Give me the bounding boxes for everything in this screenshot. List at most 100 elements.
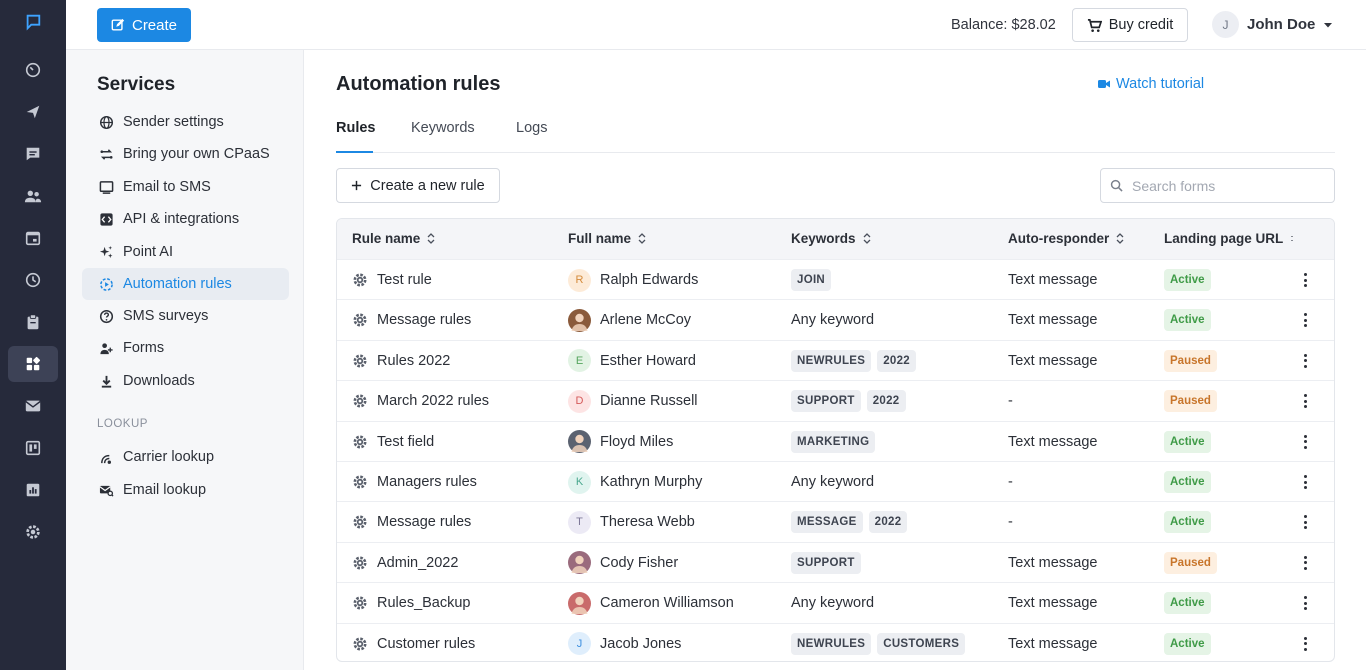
- column-auto-responder[interactable]: Auto-responder: [1008, 231, 1124, 246]
- keyword-tag: MESSAGE: [791, 511, 863, 534]
- services-icon[interactable]: [8, 346, 58, 382]
- sidebar-item-byo-cpaas[interactable]: Bring your own CPaaS: [82, 138, 289, 170]
- tab-logs[interactable]: Logs: [516, 120, 547, 136]
- more-options-icon[interactable]: [1299, 311, 1311, 329]
- auto-responder-cell: Text message: [1008, 583, 1097, 623]
- sidebar-item-forms[interactable]: Forms: [82, 332, 289, 364]
- sidebar-item-api-integrations[interactable]: API & integrations: [82, 203, 289, 235]
- more-options-icon[interactable]: [1299, 473, 1311, 491]
- more-options-icon[interactable]: [1299, 513, 1311, 531]
- sidebar-item-email-lookup[interactable]: Email lookup: [82, 474, 289, 506]
- status-badge: Active: [1164, 471, 1211, 493]
- globe-icon: [99, 115, 114, 129]
- table-row[interactable]: Customer rules J Jacob Jones NEWRULES CUSTOM…: [337, 622, 1334, 661]
- user-menu[interactable]: J John Doe: [1212, 11, 1333, 38]
- calendar-icon[interactable]: [8, 220, 58, 256]
- download-icon: [101, 375, 112, 388]
- status-badge: Paused: [1164, 551, 1217, 574]
- sidebar-item-point-ai[interactable]: Point AI: [82, 236, 289, 268]
- dashboard-icon[interactable]: [8, 52, 58, 88]
- table-row[interactable]: Message rules T Theresa Webb MESSAGE 2022 - Ac…: [337, 501, 1334, 541]
- table-row[interactable]: Message rules Arlene McCoy Any keyword Text…: [337, 299, 1334, 339]
- column-keywords[interactable]: Keywords: [791, 231, 871, 246]
- full-name-cell: J Jacob Jones: [568, 624, 681, 661]
- gear-icon: [353, 515, 367, 529]
- auto-responder-cell: -: [1008, 462, 1013, 502]
- more-options-icon[interactable]: [1299, 271, 1311, 289]
- user-name: John Doe: [1247, 16, 1316, 33]
- rule-name: Message rules: [377, 312, 472, 329]
- table-row[interactable]: Rules_Backup Cameron Williamson Any keywor…: [337, 582, 1334, 622]
- column-rule-name[interactable]: Rule name: [352, 231, 435, 246]
- auto-responder-cell: Text message: [1008, 624, 1097, 661]
- table-row[interactable]: Admin_2022 Cody Fisher SUPPORT Text message…: [337, 541, 1334, 583]
- auto-responder-cell: Text message: [1008, 341, 1097, 381]
- watch-tutorial-link[interactable]: Watch tutorial: [1098, 76, 1204, 92]
- rules-table: Rule name Full name Keywords Auto-respon…: [336, 218, 1335, 662]
- status-cell: Active: [1164, 462, 1211, 502]
- more-options-icon[interactable]: [1299, 554, 1311, 572]
- board-icon[interactable]: [8, 430, 58, 466]
- rule-name: Admin_2022: [377, 554, 459, 571]
- tab-label: Rules: [336, 120, 376, 136]
- table-row[interactable]: Test rule R Ralph Edwards JOIN Text message A…: [337, 259, 1334, 299]
- create-button[interactable]: Create: [97, 8, 191, 42]
- top-bar: Create Balance: $28.02 Buy credit J John…: [66, 0, 1366, 50]
- auto-responder-cell: Text message: [1008, 543, 1097, 583]
- sidebar-item-sender-settings[interactable]: Sender settings: [82, 106, 289, 138]
- table-row[interactable]: Test field Floyd Miles MARKETING Text messa…: [337, 420, 1334, 461]
- avatar-initial: T: [576, 516, 583, 529]
- rule-name-cell: Managers rules: [352, 462, 477, 502]
- more-options-icon[interactable]: [1299, 635, 1311, 653]
- column-full-name[interactable]: Full name: [568, 231, 646, 246]
- keyword-tag: CUSTOMERS: [877, 632, 966, 655]
- full-name: Arlene McCoy: [600, 312, 692, 329]
- video-icon: [1098, 80, 1110, 88]
- chat-logo-icon[interactable]: [8, 4, 58, 40]
- history-icon[interactable]: [8, 262, 58, 298]
- sidebar-item-downloads[interactable]: Downloads: [82, 365, 289, 397]
- settings-icon[interactable]: [8, 514, 58, 550]
- question-icon: [99, 309, 114, 323]
- table-row[interactable]: Managers rules K Kathryn Murphy Any keyword…: [337, 461, 1334, 501]
- email-icon[interactable]: [8, 388, 58, 424]
- more-options-icon[interactable]: [1299, 594, 1311, 612]
- status-badge: Active: [1164, 592, 1211, 615]
- column-landing-page-url[interactable]: Landing page URL: [1164, 231, 1294, 246]
- table-row[interactable]: Rules 2022 E Esther Howard NEWRULES 2022 Text…: [337, 339, 1334, 381]
- sidebar-item-automation-rules[interactable]: Automation rules: [82, 268, 289, 300]
- status-badge: Active: [1164, 430, 1211, 453]
- more-options-icon[interactable]: [1299, 392, 1311, 410]
- sidebar-item-carrier-lookup[interactable]: Carrier lookup: [82, 441, 289, 473]
- avatar-photo: [568, 308, 591, 332]
- sidebar-item-sms-surveys[interactable]: SMS surveys: [82, 300, 289, 332]
- clipboard-icon[interactable]: [8, 304, 58, 340]
- rule-name: Rules 2022: [377, 352, 451, 369]
- table-row[interactable]: March 2022 rules D Dianne Russell SUPPORT 20…: [337, 380, 1334, 420]
- sidebar-item-label: API & integrations: [123, 211, 240, 227]
- gear-icon: [353, 435, 367, 449]
- rule-name: Rules_Backup: [377, 595, 471, 612]
- create-new-rule-button[interactable]: Create a new rule: [336, 168, 500, 203]
- tab-rules[interactable]: Rules: [336, 120, 376, 136]
- tab-keywords[interactable]: Keywords: [411, 120, 475, 136]
- keyword-text: Any keyword: [791, 474, 875, 490]
- column-label: Full name: [568, 231, 632, 246]
- auto-responder-cell: Text message: [1008, 300, 1097, 340]
- search-input[interactable]: [1132, 177, 1322, 194]
- more-options-icon[interactable]: [1299, 433, 1311, 451]
- sidebar-item-label: Bring your own CPaaS: [123, 146, 270, 162]
- keywords-cell: SUPPORT 2022: [791, 381, 912, 421]
- contacts-icon[interactable]: [8, 178, 58, 214]
- analytics-icon[interactable]: [8, 472, 58, 508]
- rule-name-cell: Customer rules: [352, 624, 475, 661]
- send-icon[interactable]: [8, 94, 58, 130]
- full-name: Esther Howard: [600, 352, 696, 369]
- sidebar-item-email-to-sms[interactable]: Email to SMS: [82, 171, 289, 203]
- messages-icon[interactable]: [8, 136, 58, 172]
- status-cell: Paused: [1164, 381, 1217, 421]
- avatar: R: [568, 268, 591, 292]
- left-rail: [0, 0, 66, 670]
- buy-credit-button[interactable]: Buy credit: [1072, 8, 1188, 42]
- more-options-icon[interactable]: [1299, 352, 1311, 370]
